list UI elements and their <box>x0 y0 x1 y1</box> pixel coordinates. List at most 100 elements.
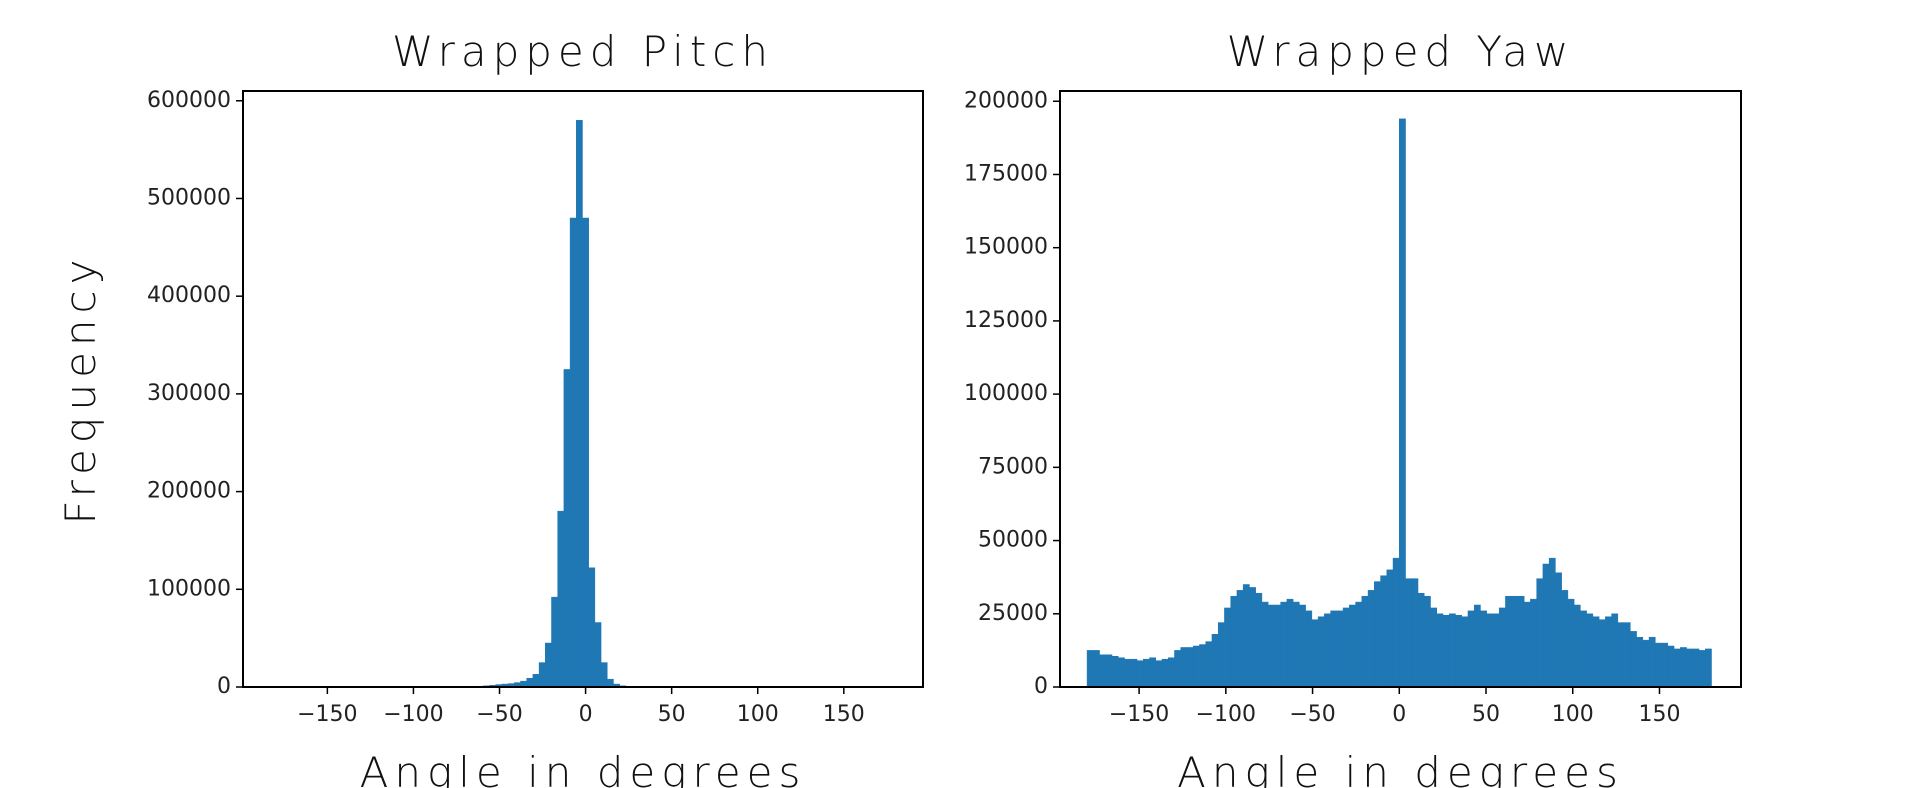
bar <box>1517 595 1525 688</box>
bar <box>1180 647 1188 688</box>
bar <box>1680 647 1687 688</box>
bar <box>594 622 602 688</box>
bar <box>1136 660 1144 688</box>
bar <box>1292 601 1300 688</box>
bar <box>1305 610 1313 688</box>
bar <box>1667 645 1675 688</box>
bar <box>1111 655 1119 688</box>
bar <box>1336 610 1344 688</box>
bar <box>1399 118 1406 688</box>
bar <box>551 596 558 688</box>
bar <box>1673 648 1681 688</box>
x-tick-label: −150 <box>1109 702 1169 727</box>
chart-title: Wrapped Yaw <box>1227 27 1575 76</box>
bar <box>1361 595 1369 688</box>
bar <box>1143 658 1150 688</box>
bar <box>1324 613 1331 688</box>
bar <box>1317 616 1325 688</box>
bar <box>1580 610 1587 688</box>
y-tick-label: 600000 <box>147 88 231 113</box>
x-tick-label: 50 <box>658 702 686 727</box>
bar <box>1199 644 1206 688</box>
bar <box>576 120 583 688</box>
bar <box>1424 595 1431 688</box>
bar <box>1367 590 1375 688</box>
bar <box>1467 610 1475 688</box>
bar <box>1430 607 1438 688</box>
x-tick-label: −150 <box>297 702 357 727</box>
bar <box>1480 610 1487 688</box>
bar <box>1567 598 1575 688</box>
bar <box>1255 593 1263 688</box>
bar <box>1455 614 1462 688</box>
bar <box>1436 613 1444 688</box>
bar <box>1192 645 1200 688</box>
bar <box>1411 578 1419 688</box>
bar <box>1661 642 1669 688</box>
bar <box>1448 613 1456 688</box>
bar <box>1330 610 1338 688</box>
bar <box>1592 616 1600 688</box>
y-tick-label: 25000 <box>978 601 1048 626</box>
y-tick-label: 500000 <box>147 185 231 210</box>
bar <box>1698 650 1706 688</box>
bar <box>1461 616 1469 688</box>
bar <box>1405 578 1413 688</box>
bar <box>607 678 614 688</box>
bar <box>1286 598 1294 688</box>
bar <box>1511 595 1519 688</box>
bar <box>1642 639 1650 688</box>
bar <box>1442 614 1450 688</box>
bar <box>1486 613 1494 688</box>
x-tick-label: 0 <box>579 702 593 727</box>
bar <box>1093 650 1100 688</box>
x-tick-label: 100 <box>1552 702 1594 727</box>
y-tick-label: 400000 <box>147 283 231 308</box>
bar <box>1342 607 1350 688</box>
bar <box>1492 613 1500 688</box>
bar <box>1267 604 1275 688</box>
bar <box>1167 657 1175 688</box>
y-tick-label: 175000 <box>964 161 1048 186</box>
bar <box>1086 650 1094 688</box>
bar <box>1555 572 1562 688</box>
bar <box>1211 634 1219 688</box>
bar <box>1261 601 1269 688</box>
y-tick-label: 200000 <box>964 88 1048 113</box>
bar <box>1174 650 1181 688</box>
y-tick-label: 75000 <box>978 454 1048 479</box>
bar <box>1417 593 1425 688</box>
bar <box>545 642 552 688</box>
bar <box>1573 604 1581 688</box>
bar <box>1648 636 1656 688</box>
axes-frame <box>1059 90 1742 688</box>
bar <box>1355 601 1363 688</box>
bar <box>1692 648 1700 688</box>
bar <box>1217 622 1225 688</box>
bar <box>1498 607 1506 688</box>
bar <box>1299 604 1306 688</box>
bar <box>600 662 608 688</box>
bar <box>1598 619 1606 688</box>
bar <box>1230 595 1238 688</box>
x-tick-label: −100 <box>1196 702 1256 727</box>
bar <box>1130 658 1138 688</box>
x-tick-label: 150 <box>823 702 865 727</box>
x-tick-label: 0 <box>1392 702 1406 727</box>
y-tick-label: 0 <box>1034 674 1048 699</box>
axes-frame <box>242 90 924 688</box>
bar <box>1705 648 1712 688</box>
bar <box>1586 613 1594 688</box>
bar <box>1118 657 1125 688</box>
bar <box>1473 604 1481 688</box>
bar <box>1224 607 1231 688</box>
y-tick-label: 150000 <box>964 235 1048 260</box>
bar <box>1630 631 1637 688</box>
bar <box>1505 595 1512 688</box>
bar <box>1161 658 1169 688</box>
bar <box>1186 647 1194 688</box>
x-tick-label: 50 <box>1472 702 1500 727</box>
bar <box>1623 622 1631 688</box>
